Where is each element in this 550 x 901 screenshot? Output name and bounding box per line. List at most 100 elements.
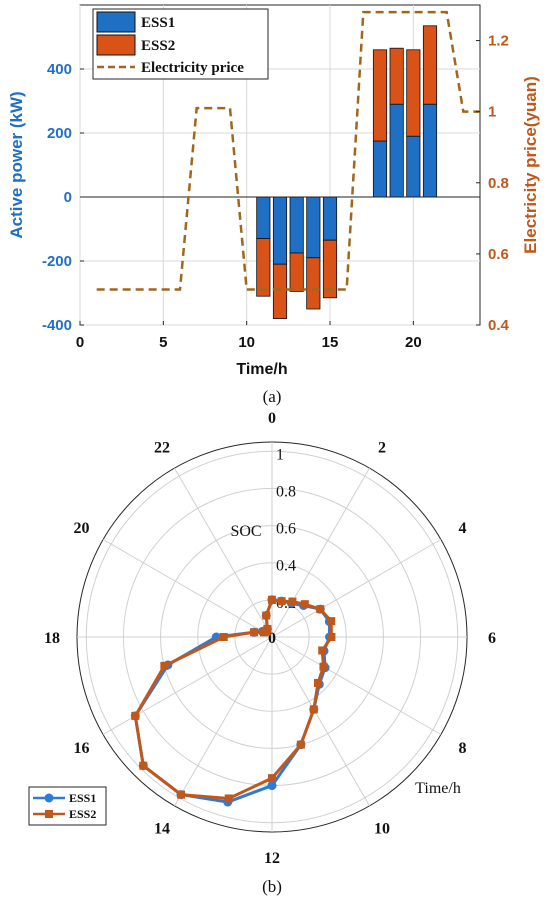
bar-ess2 bbox=[272, 263, 288, 320]
legend-label-ess2: ESS2 bbox=[141, 38, 175, 54]
y-ticks-a: -400 -200 0 200 400 bbox=[42, 61, 84, 334]
y2-tick-label: 0.4 bbox=[488, 317, 510, 334]
polar-grid bbox=[76, 441, 468, 833]
x-ticks-a: 0 5 10 15 20 bbox=[76, 321, 422, 351]
x-tick-label: 5 bbox=[159, 334, 167, 351]
angle-tick-label: 14 bbox=[154, 821, 170, 838]
bar-ess2 bbox=[306, 257, 321, 310]
bar-ess1 bbox=[372, 140, 388, 198]
polar-spoke bbox=[102, 636, 273, 735]
legend-box-b bbox=[28, 786, 107, 826]
panel-label-a: (a) bbox=[263, 387, 282, 406]
point-ess2 bbox=[131, 711, 140, 720]
y-tick-label: -200 bbox=[42, 253, 72, 270]
angular-axis-label: Time/h bbox=[415, 780, 461, 797]
legend-label-ess1-b: ESS1 bbox=[69, 791, 96, 805]
point-ess2 bbox=[296, 740, 305, 749]
point-ess2 bbox=[139, 761, 148, 770]
x-tick-label: 10 bbox=[238, 334, 255, 351]
point-ess2 bbox=[288, 597, 297, 606]
y-tick-label: 0 bbox=[64, 189, 72, 206]
legend-marker-ess2-b bbox=[45, 810, 53, 818]
bar-ess1 bbox=[272, 196, 288, 265]
bar-ess1 bbox=[256, 196, 271, 239]
point-ess2 bbox=[224, 794, 233, 803]
point-ess2 bbox=[313, 678, 322, 687]
bar-ess1 bbox=[422, 103, 438, 198]
x-axis-label: Time/h bbox=[236, 361, 287, 378]
point-ess2 bbox=[268, 774, 276, 783]
point-ess2 bbox=[318, 646, 327, 655]
bar-ess1 bbox=[289, 196, 304, 254]
bar-ess2 bbox=[389, 47, 404, 105]
y2-axis-label: Electricity price(yuan) bbox=[521, 76, 540, 254]
point-ess2 bbox=[250, 628, 259, 637]
legend-swatch-ess1 bbox=[96, 11, 136, 33]
point-ess2 bbox=[219, 633, 228, 641]
radial-tick-label: 0.8 bbox=[276, 483, 296, 500]
angle-tick-label: 22 bbox=[154, 439, 170, 456]
radial-origin-label: 0 bbox=[268, 630, 276, 647]
bar-ess2 bbox=[289, 252, 304, 292]
y2-ticks-a: 0.4 0.6 0.8 1 1.2 bbox=[476, 33, 510, 334]
x-tick-label: 0 bbox=[76, 334, 84, 351]
angle-tick-label: 20 bbox=[73, 520, 89, 537]
point-ess2 bbox=[263, 624, 272, 633]
bar-ess1 bbox=[306, 196, 321, 259]
y-axis-label: Active power (kW) bbox=[7, 91, 26, 238]
y-tick-label: 200 bbox=[47, 125, 72, 142]
panel-label-b: (b) bbox=[262, 877, 282, 896]
bar-ess1 bbox=[389, 103, 404, 198]
radial-tick-label: 0.4 bbox=[276, 558, 296, 575]
radial-tick-label: 1 bbox=[276, 446, 284, 463]
bar-ess2 bbox=[406, 49, 421, 137]
angle-tick-label: 6 bbox=[488, 630, 496, 647]
radial-tick-label: 0.6 bbox=[276, 521, 296, 538]
y2-tick-label: 0.6 bbox=[488, 246, 509, 263]
x-tick-label: 15 bbox=[322, 334, 339, 351]
point-ess2 bbox=[177, 790, 185, 799]
bar-ess2 bbox=[422, 25, 438, 105]
polar-spoke bbox=[271, 467, 370, 638]
point-ess2 bbox=[262, 611, 271, 620]
angle-tick-label: 12 bbox=[264, 850, 280, 867]
point-ess2 bbox=[300, 600, 309, 609]
legend-swatch-ess2 bbox=[96, 34, 136, 56]
angle-tick-label: 16 bbox=[73, 740, 89, 757]
y-tick-label: 400 bbox=[47, 61, 72, 78]
polar-spoke bbox=[174, 467, 273, 638]
point-ess2 bbox=[319, 662, 328, 671]
point-ess2 bbox=[277, 597, 286, 606]
bar-ess1 bbox=[322, 196, 338, 241]
radial-axis-label: SOC bbox=[230, 523, 261, 540]
bar-ess2 bbox=[322, 239, 338, 299]
price-line bbox=[96, 10, 480, 291]
legend-label-ess1: ESS1 bbox=[141, 15, 175, 31]
polar-series bbox=[130, 595, 336, 807]
point-ess2 bbox=[316, 605, 325, 614]
polar-spoke bbox=[271, 636, 442, 735]
chart-a: 0 5 10 15 20 -400 -200 0 200 400 0.4 0.6 0.8 1 1.2 T… bbox=[7, 4, 540, 406]
bar-ess1 bbox=[406, 135, 421, 198]
legend-label-price: Electricity price bbox=[141, 60, 244, 76]
polar-spoke bbox=[271, 539, 442, 638]
point-ess2 bbox=[327, 617, 336, 626]
point-ess2 bbox=[327, 633, 336, 641]
bar-ess2 bbox=[256, 238, 271, 297]
x-tick-label: 20 bbox=[405, 334, 422, 351]
point-ess2 bbox=[309, 705, 318, 714]
point-ess2 bbox=[268, 595, 276, 604]
angle-tick-label: 18 bbox=[44, 630, 60, 647]
angle-tick-label: 8 bbox=[459, 740, 467, 757]
legend-b: ESS1 ESS2 bbox=[28, 786, 107, 826]
angle-tick-label: 10 bbox=[374, 821, 390, 838]
point-ess2 bbox=[160, 661, 169, 670]
legend-label-ess2-b: ESS2 bbox=[69, 807, 96, 821]
y-tick-label: -400 bbox=[42, 317, 72, 334]
bar-ess2 bbox=[372, 49, 388, 142]
polar-spoke bbox=[174, 636, 273, 807]
angle-tick-label: 2 bbox=[378, 439, 386, 456]
legend-a: ESS1 ESS2 Electricity price bbox=[92, 8, 269, 80]
